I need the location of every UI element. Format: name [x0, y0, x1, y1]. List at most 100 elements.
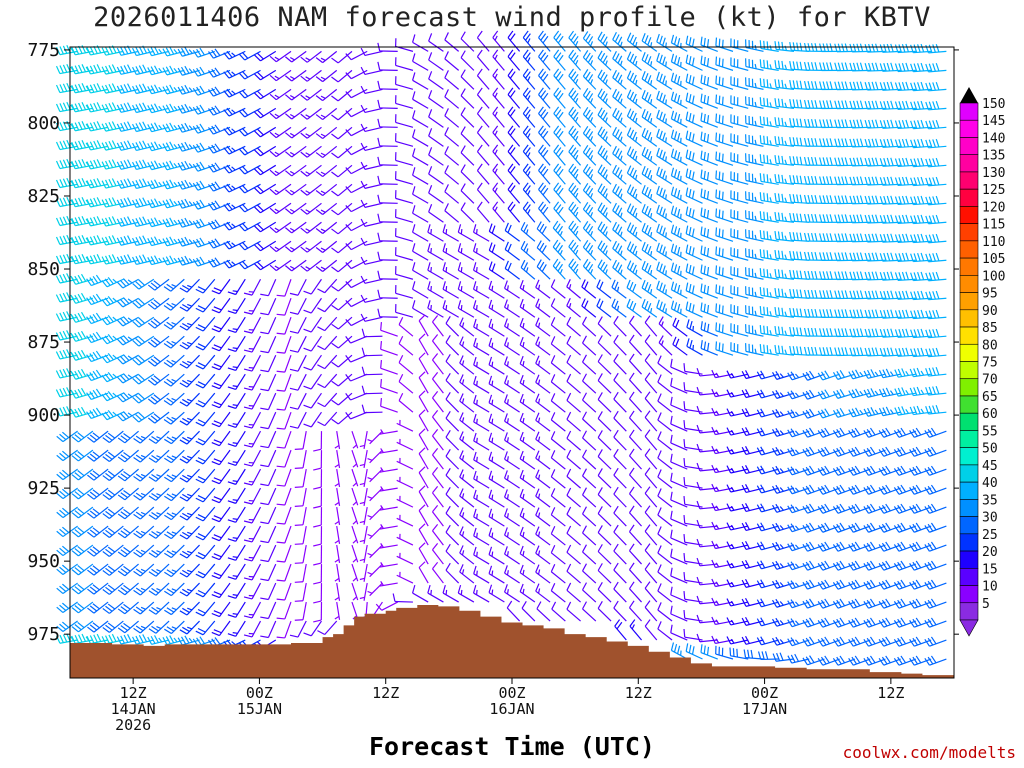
wind-barb: [700, 226, 718, 242]
wind-barb: [745, 77, 764, 90]
wind-barb: [71, 582, 94, 595]
wind-barb: [86, 312, 109, 325]
wind-barb: [657, 412, 673, 432]
wind-barb: [568, 182, 582, 204]
wind-barb: [582, 50, 597, 71]
wind-barb: [909, 579, 932, 590]
wind-barb: [334, 563, 341, 582]
wind-barb: [670, 110, 688, 128]
wind-barb: [428, 147, 444, 166]
wind-barb: [162, 635, 185, 646]
wind-barb: [670, 548, 688, 565]
wind-barb: [427, 224, 444, 242]
wind-barb: [117, 430, 139, 444]
x-tick-label: 16JAN: [489, 700, 534, 718]
wind-barb: [260, 278, 277, 297]
wind-barb: [289, 278, 307, 296]
wind-barb: [910, 195, 932, 206]
wind-barb: [802, 617, 825, 628]
wind-barb: [924, 617, 947, 628]
wind-barb: [893, 522, 917, 533]
wind-barb: [641, 184, 658, 204]
wind-barb: [177, 160, 200, 171]
wind-barb: [893, 427, 917, 438]
colorbar-swatch: [959, 275, 979, 293]
x-tick-label: 12Z: [625, 684, 652, 702]
wind-barb: [195, 620, 216, 636]
wind-barb: [243, 335, 262, 353]
wind-barb: [377, 213, 398, 223]
wind-barb: [656, 128, 673, 147]
wind-barb: [260, 601, 277, 620]
wind-barb: [459, 355, 475, 375]
wind-barb: [276, 354, 292, 373]
wind-barb: [670, 472, 688, 489]
wind-barb: [925, 62, 947, 73]
wind-barb: [613, 562, 627, 584]
wind-barb: [504, 413, 520, 432]
wind-barb: [553, 144, 566, 166]
wind-barb: [656, 261, 673, 280]
wind-barb: [644, 467, 658, 489]
wind-barb: [745, 305, 764, 318]
wind-barb: [86, 254, 109, 265]
wind-barb: [445, 505, 460, 527]
wind-barb: [300, 88, 322, 101]
wind-barb: [597, 31, 612, 52]
wind-barb: [345, 297, 368, 308]
wind-barb: [700, 169, 718, 185]
wind-barb: [473, 337, 490, 356]
wind-barb: [715, 284, 734, 299]
wind-barb: [300, 259, 322, 272]
wind-barb: [685, 168, 703, 185]
wind-barb: [442, 584, 459, 603]
wind-barb: [507, 182, 521, 204]
wind-barb: [116, 634, 139, 645]
wind-barb: [817, 370, 840, 381]
wind-barb: [260, 335, 277, 354]
colorbar-swatch: [959, 137, 979, 155]
wind-barb: [380, 379, 398, 394]
wind-barb: [787, 485, 810, 495]
wind-barb: [432, 410, 444, 432]
wind-barb: [582, 411, 597, 432]
y-tick-label: 825: [27, 186, 60, 207]
wind-barb: [582, 563, 597, 584]
wind-barb: [87, 468, 109, 481]
wind-barb: [179, 411, 200, 426]
wind-barb: [863, 407, 886, 417]
wind-barb: [657, 583, 673, 603]
wind-barb: [331, 202, 353, 216]
wind-barb: [730, 228, 749, 242]
wind-barb: [476, 182, 490, 204]
wind-barb: [683, 458, 703, 470]
wind-barb: [418, 409, 429, 432]
wind-barb: [715, 227, 734, 242]
wind-barb: [117, 601, 139, 615]
wind-barb: [745, 96, 764, 109]
wind-barb: [243, 297, 262, 315]
wind-barb: [832, 407, 856, 418]
wind-barb: [613, 334, 627, 356]
wind-barb: [641, 108, 658, 128]
wind-barb: [612, 240, 627, 261]
wind-barb: [626, 260, 642, 280]
wind-barb: [789, 61, 810, 71]
wind-barb: [745, 115, 764, 128]
wind-barb: [276, 430, 292, 449]
wind-barb: [367, 468, 383, 483]
x-tick-label: 17JAN: [742, 700, 787, 718]
wind-barb: [116, 297, 139, 308]
wind-barb: [418, 523, 429, 546]
wind-barb: [656, 147, 673, 166]
wind-barb: [879, 309, 901, 319]
wind-barb: [289, 354, 307, 372]
wind-barb: [774, 193, 795, 204]
wind-barb: [473, 394, 490, 413]
wind-barb: [715, 341, 734, 356]
wind-barb: [379, 581, 398, 587]
wind-barb: [55, 368, 78, 379]
wind-barb: [445, 467, 460, 489]
wind-barb: [377, 289, 398, 299]
colorbar-label: 85: [982, 321, 998, 336]
